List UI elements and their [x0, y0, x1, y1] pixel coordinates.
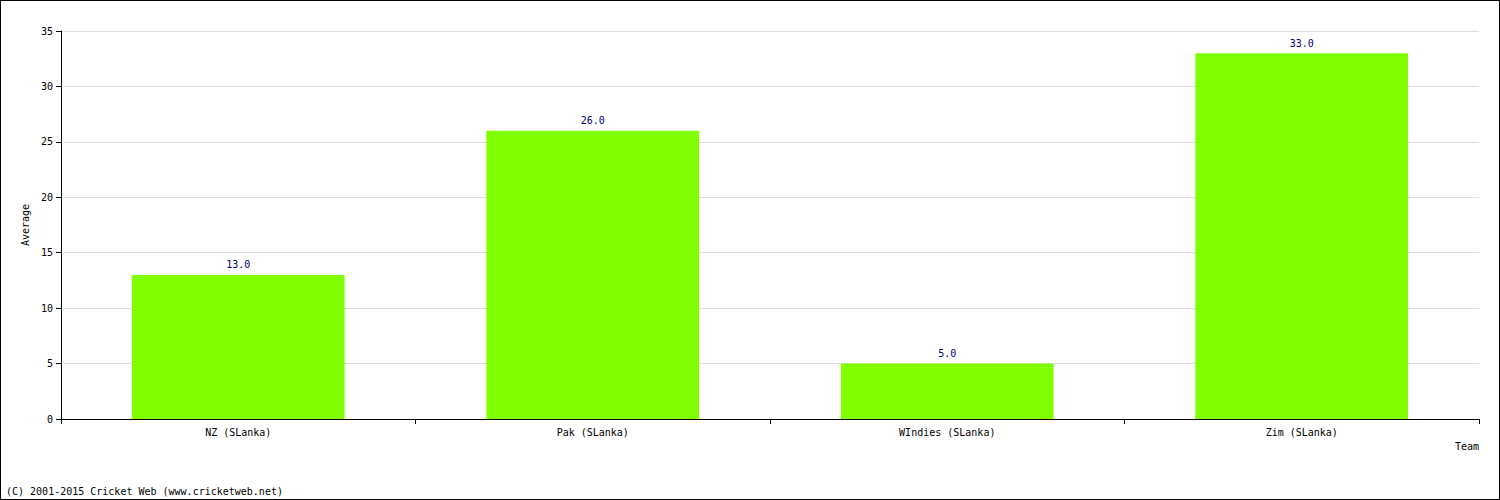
svg-text:Pak (SLanka): Pak (SLanka) [557, 427, 629, 438]
svg-text:30: 30 [41, 81, 53, 92]
svg-text:Average: Average [20, 204, 31, 246]
svg-text:Zim (SLanka): Zim (SLanka) [1266, 427, 1338, 438]
svg-text:NZ (SLanka): NZ (SLanka) [205, 427, 271, 438]
svg-text:15: 15 [41, 247, 53, 258]
svg-text:5: 5 [47, 358, 53, 369]
svg-text:5.0: 5.0 [938, 348, 956, 359]
svg-text:35: 35 [41, 26, 53, 37]
svg-text:20: 20 [41, 192, 53, 203]
svg-text:10: 10 [41, 303, 53, 314]
svg-text:25: 25 [41, 136, 53, 147]
svg-text:(C) 2001-2015 Cricket Web (www: (C) 2001-2015 Cricket Web (www.cricketwe… [6, 486, 283, 497]
svg-text:Team: Team [1455, 441, 1479, 452]
svg-text:WIndies (SLanka): WIndies (SLanka) [899, 427, 995, 438]
svg-text:33.0: 33.0 [1290, 38, 1314, 49]
svg-text:0: 0 [47, 414, 53, 425]
svg-text:13.0: 13.0 [226, 259, 250, 270]
svg-text:26.0: 26.0 [581, 115, 605, 126]
